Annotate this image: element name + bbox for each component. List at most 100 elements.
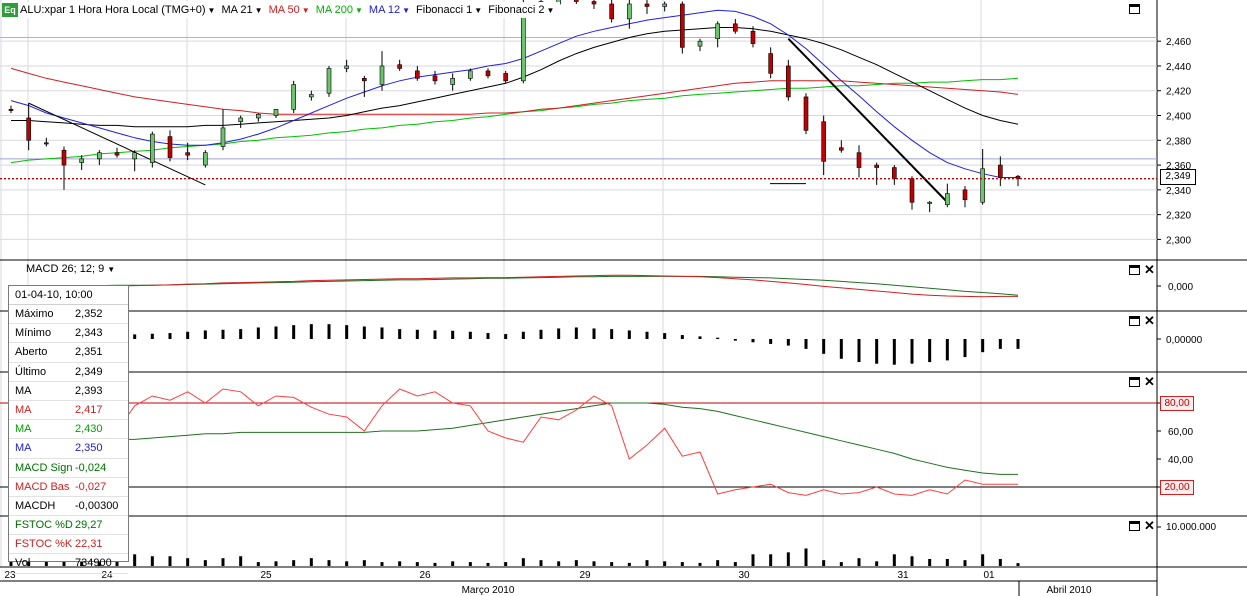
macd-histogram-bar: [433, 330, 437, 339]
macd-histogram-bar: [592, 328, 596, 339]
volume-bar: [380, 562, 384, 566]
candle-body: [503, 73, 508, 82]
y-tick-label: 2,460: [1166, 37, 1191, 48]
chevron-down-icon: ▼: [474, 6, 483, 15]
macd-histogram-bar: [786, 339, 790, 346]
volume-bar: [645, 560, 649, 566]
candle-body: [44, 142, 49, 145]
stoch-d-line: [11, 402, 1018, 475]
macd-histogram-bar: [892, 339, 896, 365]
volume-bar: [751, 554, 755, 566]
macd-histogram-bar: [981, 339, 985, 353]
indicator-item[interactable]: MA 12 ▼: [369, 4, 416, 16]
candle-body: [856, 152, 862, 168]
candle-body: [715, 23, 720, 39]
macd-indicator-selector[interactable]: MACD 26; 12; 9 ▼: [26, 263, 115, 275]
chevron-down-icon: ▼: [207, 6, 216, 15]
symbol-label: ALU:xpar 1 Hora Hora Local (TMG+0): [20, 4, 206, 16]
close-macd-panel-icon[interactable]: ✕: [1144, 262, 1155, 277]
volume-bar: [486, 562, 490, 566]
maximize-volume-panel-button[interactable]: [1129, 521, 1140, 531]
candle-body: [344, 65, 349, 69]
maximize-stochastic-panel-button[interactable]: [1129, 377, 1140, 387]
macd-histogram-bar: [804, 339, 808, 349]
y-tick-label: 60,00: [1168, 427, 1193, 438]
indicator-items: MA 21 ▼ MA 50 ▼ MA 200 ▼ MA 12 ▼ Fibonacci 1 ▼ Fib…: [221, 4, 560, 16]
macd-histogram-bar: [133, 334, 137, 339]
macd-histogram-bar: [256, 327, 260, 339]
maximize-macd-panel-button[interactable]: [1129, 265, 1140, 275]
maximize-histogram-panel-button[interactable]: [1129, 316, 1140, 326]
macd-label: MACD 26; 12; 9: [26, 263, 105, 275]
maximize-price-panel-button[interactable]: [1129, 4, 1140, 14]
candle-body: [697, 40, 703, 47]
trendline-resistance: [787, 37, 949, 203]
volume-bar: [115, 558, 119, 566]
macd-histogram-bar: [998, 339, 1002, 349]
volume-bar: [875, 561, 879, 566]
candle-body: [167, 136, 173, 158]
close-stochastic-panel-icon[interactable]: ✕: [1144, 374, 1155, 389]
y-tick-label: 2,380: [1166, 136, 1191, 147]
data-window-row: MA 2,350: [9, 439, 128, 459]
macd-histogram-bar: [910, 339, 914, 364]
data-window-row: MA 2,417: [9, 401, 128, 421]
chevron-down-icon: ▼: [107, 265, 116, 274]
macd-histogram-bar: [380, 327, 384, 339]
volume-bar: [451, 561, 455, 566]
y-tick-label: 0,000: [1168, 282, 1193, 293]
candle-body: [468, 70, 473, 79]
data-window-rows: Máximo 2,352 Mínimo 2,343 Aberto 2,351 Último 2…: [9, 305, 128, 574]
macd-histogram-bar: [769, 339, 773, 344]
indicator-item[interactable]: MA 21 ▼: [221, 4, 268, 16]
x-day-label: 26: [419, 570, 431, 581]
candle-body: [379, 65, 385, 85]
y-axis-area: [1157, 0, 1247, 567]
indicator-item[interactable]: Fibonacci 2 ▼: [488, 4, 560, 16]
data-window-key: Último: [15, 365, 47, 378]
macd-histogram-bar: [292, 325, 296, 339]
x-month-label: Abril 2010: [1046, 585, 1091, 596]
stoch-k-line: [10, 388, 1018, 496]
candle-body: [998, 164, 1003, 178]
y-tick-label: 2,300: [1166, 235, 1191, 246]
candle-body: [609, 3, 614, 20]
data-window-key: Aberto: [15, 346, 48, 359]
chevron-down-icon: ▼: [355, 6, 363, 15]
candle-body: [97, 152, 102, 160]
volume-bar: [133, 554, 137, 566]
candle-body: [574, 0, 579, 2]
indicator-item[interactable]: MA 200 ▼: [316, 4, 369, 16]
volume-bar: [698, 562, 702, 566]
volume-bar: [928, 558, 932, 566]
indicator-item[interactable]: Fibonacci 1 ▼: [416, 4, 488, 16]
data-window-value: 29,27: [75, 519, 103, 532]
candle-body: [238, 117, 243, 123]
macd-histogram-bar: [186, 331, 190, 339]
macd-histogram-bar: [274, 326, 278, 339]
macd-histogram-bar: [928, 339, 932, 363]
indicator-label: MA 50: [268, 4, 300, 16]
candle-body: [591, 1, 597, 5]
macd-histogram-bar: [663, 333, 667, 339]
volume-bar: [998, 558, 1002, 566]
data-window-value: 2,350: [75, 442, 103, 455]
y-tick-label: 10.000.000: [1166, 522, 1216, 533]
close-histogram-panel-icon[interactable]: ✕: [1144, 313, 1155, 328]
ma50-line: [10, 67, 1019, 115]
volume-bar: [892, 554, 896, 566]
close-volume-panel-icon[interactable]: ✕: [1144, 518, 1155, 533]
volume-bar: [221, 558, 225, 566]
indicator-item[interactable]: MA 50 ▼: [269, 4, 316, 16]
candle-body: [132, 152, 137, 160]
data-window-value: 2,349: [75, 365, 103, 378]
symbol-selector[interactable]: ALU:xpar 1 Hora Hora Local (TMG+0) ▼: [20, 4, 221, 16]
volume-bar: [415, 562, 419, 566]
candle-body: [26, 117, 31, 141]
data-window-key: MACD Bas: [15, 480, 70, 493]
volume-bar: [1016, 563, 1020, 566]
volume-bar: [716, 560, 720, 566]
macd-histogram-bar: [627, 330, 631, 339]
volume-bar: [292, 560, 296, 566]
